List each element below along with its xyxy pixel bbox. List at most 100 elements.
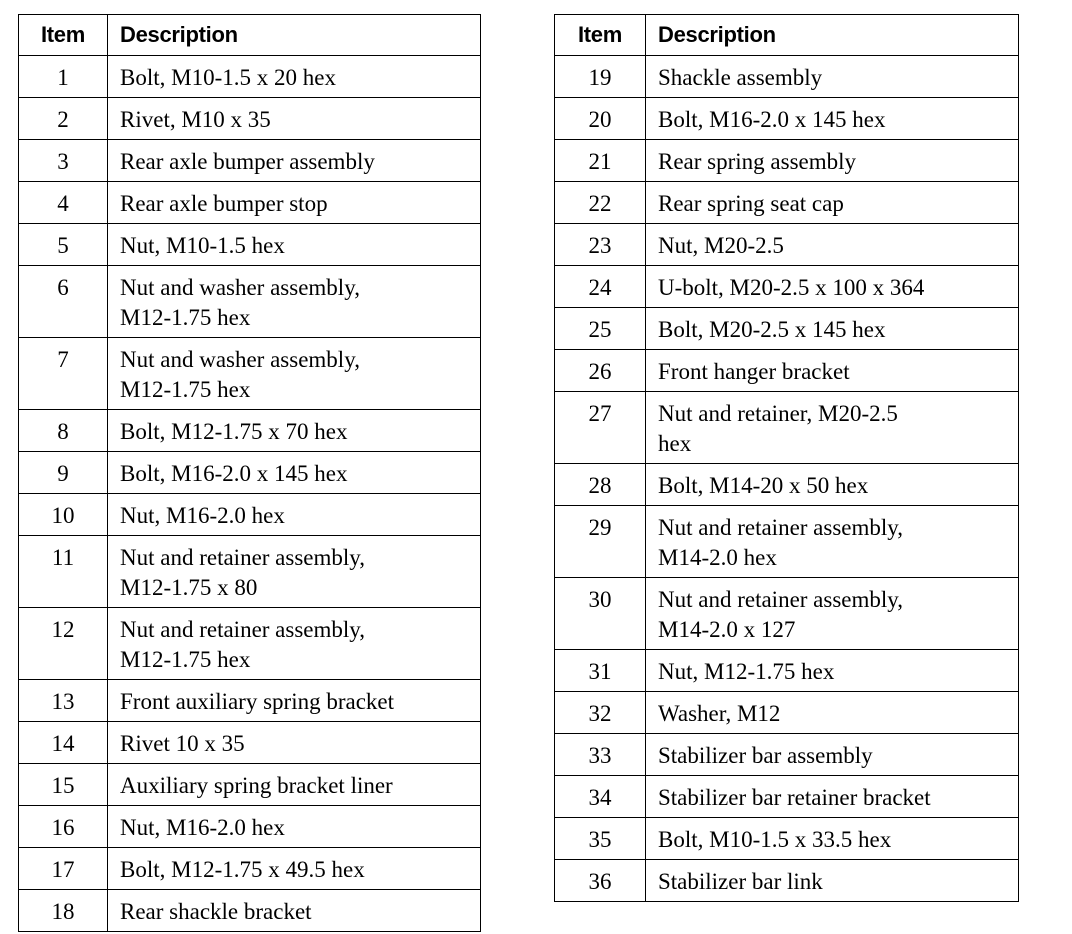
table-row: 12 Nut and retainer assembly, M12-1.75 hex: [18, 607, 481, 680]
item-description: Bolt, M10-1.5 x 20 hex: [107, 55, 481, 98]
item-number: 8: [18, 409, 108, 452]
table-row: 3 Rear axle bumper assembly: [18, 139, 481, 182]
item-description: Nut, M12-1.75 hex: [645, 649, 1019, 692]
description-line: Nut and washer assembly,: [120, 347, 360, 372]
item-description: Nut and retainer, M20-2.5 hex: [645, 391, 1019, 464]
table-row: 30 Nut and retainer assembly, M14-2.0 x 12…: [554, 577, 1019, 650]
parts-table-left: Item Description 1 Bolt, M10-1.5 x 20 hex…: [18, 14, 481, 932]
description-line: Nut and washer assembly,: [120, 275, 360, 300]
table-row: 24 U-bolt, M20-2.5 x 100 x 364: [554, 265, 1019, 308]
item-number: 36: [554, 859, 646, 902]
item-description: Nut, M10-1.5 hex: [107, 223, 481, 266]
item-description: Nut and washer assembly, M12-1.75 hex: [107, 337, 481, 410]
table-row: 8 Bolt, M12-1.75 x 70 hex: [18, 409, 481, 452]
description-line: Nut and retainer assembly,: [120, 545, 366, 570]
description-column-header: Description: [645, 14, 1019, 56]
item-number: 32: [554, 691, 646, 734]
item-number: 28: [554, 463, 646, 506]
item-description: Auxiliary spring bracket liner: [107, 763, 481, 806]
item-description: Nut and retainer assembly, M12-1.75 x 80: [107, 535, 481, 608]
item-number: 29: [554, 505, 646, 578]
item-description: Nut and retainer assembly, M14-2.0 x 127: [645, 577, 1019, 650]
item-description: Rivet, M10 x 35: [107, 97, 481, 140]
item-number: 12: [18, 607, 108, 680]
item-description: Nut and washer assembly, M12-1.75 hex: [107, 265, 481, 338]
table-row: 4 Rear axle bumper stop: [18, 181, 481, 224]
item-number: 23: [554, 223, 646, 266]
table-row: 28 Bolt, M14-20 x 50 hex: [554, 463, 1019, 506]
item-description: Washer, M12: [645, 691, 1019, 734]
table-row: 26 Front hanger bracket: [554, 349, 1019, 392]
table-row: 1 Bolt, M10-1.5 x 20 hex: [18, 55, 481, 98]
item-number: 27: [554, 391, 646, 464]
description-line: M12-1.75 x 80: [120, 575, 258, 600]
item-number: 13: [18, 679, 108, 722]
item-number: 4: [18, 181, 108, 224]
item-number: 33: [554, 733, 646, 776]
table-row: 2 Rivet, M10 x 35: [18, 97, 481, 140]
item-number: 26: [554, 349, 646, 392]
table-row: 6 Nut and washer assembly, M12-1.75 hex: [18, 265, 481, 338]
item-description: Nut and retainer assembly, M14-2.0 hex: [645, 505, 1019, 578]
item-number: 19: [554, 55, 646, 98]
item-number: 14: [18, 721, 108, 764]
item-column-header: Item: [554, 14, 646, 56]
table-row: 13 Front auxiliary spring bracket: [18, 679, 481, 722]
item-number: 30: [554, 577, 646, 650]
item-description: Nut, M16-2.0 hex: [107, 805, 481, 848]
table-header: Item Description: [554, 14, 1019, 56]
item-number: 31: [554, 649, 646, 692]
table-row: 15 Auxiliary spring bracket liner: [18, 763, 481, 806]
item-description: Bolt, M14-20 x 50 hex: [645, 463, 1019, 506]
table-row: 14 Rivet 10 x 35: [18, 721, 481, 764]
description-line: Nut and retainer, M20-2.5: [658, 401, 898, 426]
table-row: 34 Stabilizer bar retainer bracket: [554, 775, 1019, 818]
item-description: Rear axle bumper stop: [107, 181, 481, 224]
item-number: 20: [554, 97, 646, 140]
item-number: 34: [554, 775, 646, 818]
item-description: Rear spring seat cap: [645, 181, 1019, 224]
item-number: 15: [18, 763, 108, 806]
item-description: U-bolt, M20-2.5 x 100 x 364: [645, 265, 1019, 308]
table-row: 5 Nut, M10-1.5 hex: [18, 223, 481, 266]
item-description: Front auxiliary spring bracket: [107, 679, 481, 722]
description-line: M12-1.75 hex: [120, 305, 251, 330]
item-number: 16: [18, 805, 108, 848]
table-row: 17 Bolt, M12-1.75 x 49.5 hex: [18, 847, 481, 890]
table-row: 35 Bolt, M10-1.5 x 33.5 hex: [554, 817, 1019, 860]
item-description: Nut, M16-2.0 hex: [107, 493, 481, 536]
item-number: 10: [18, 493, 108, 536]
description-line: M12-1.75 hex: [120, 647, 251, 672]
description-line: hex: [658, 431, 692, 456]
item-description: Rear shackle bracket: [107, 889, 481, 932]
description-line: Nut and retainer assembly,: [658, 587, 904, 612]
table-row: 9 Bolt, M16-2.0 x 145 hex: [18, 451, 481, 494]
description-line: Nut and retainer assembly,: [120, 617, 366, 642]
table-row: 11 Nut and retainer assembly, M12-1.75 x 8…: [18, 535, 481, 608]
table-row: 16 Nut, M16-2.0 hex: [18, 805, 481, 848]
item-description: Bolt, M10-1.5 x 33.5 hex: [645, 817, 1019, 860]
item-number: 25: [554, 307, 646, 350]
table-row: 21 Rear spring assembly: [554, 139, 1019, 182]
item-description: Bolt, M16-2.0 x 145 hex: [107, 451, 481, 494]
item-description: Bolt, M12-1.75 x 49.5 hex: [107, 847, 481, 890]
item-description: Front hanger bracket: [645, 349, 1019, 392]
item-number: 3: [18, 139, 108, 182]
item-number: 35: [554, 817, 646, 860]
item-description: Rivet 10 x 35: [107, 721, 481, 764]
item-description: Stabilizer bar retainer bracket: [645, 775, 1019, 818]
description-line: Nut and retainer assembly,: [658, 515, 904, 540]
table-row: 32 Washer, M12: [554, 691, 1019, 734]
item-description: Bolt, M20-2.5 x 145 hex: [645, 307, 1019, 350]
parts-table-right: Item Description 19 Shackle assembly 20 Bol…: [554, 14, 1019, 902]
item-number: 5: [18, 223, 108, 266]
table-row: 25 Bolt, M20-2.5 x 145 hex: [554, 307, 1019, 350]
item-number: 24: [554, 265, 646, 308]
item-number: 9: [18, 451, 108, 494]
item-description: Rear spring assembly: [645, 139, 1019, 182]
table-row: 31 Nut, M12-1.75 hex: [554, 649, 1019, 692]
description-line: M14-2.0 hex: [658, 545, 777, 570]
table-row: 7 Nut and washer assembly, M12-1.75 hex: [18, 337, 481, 410]
item-number: 7: [18, 337, 108, 410]
item-description: Nut, M20-2.5: [645, 223, 1019, 266]
